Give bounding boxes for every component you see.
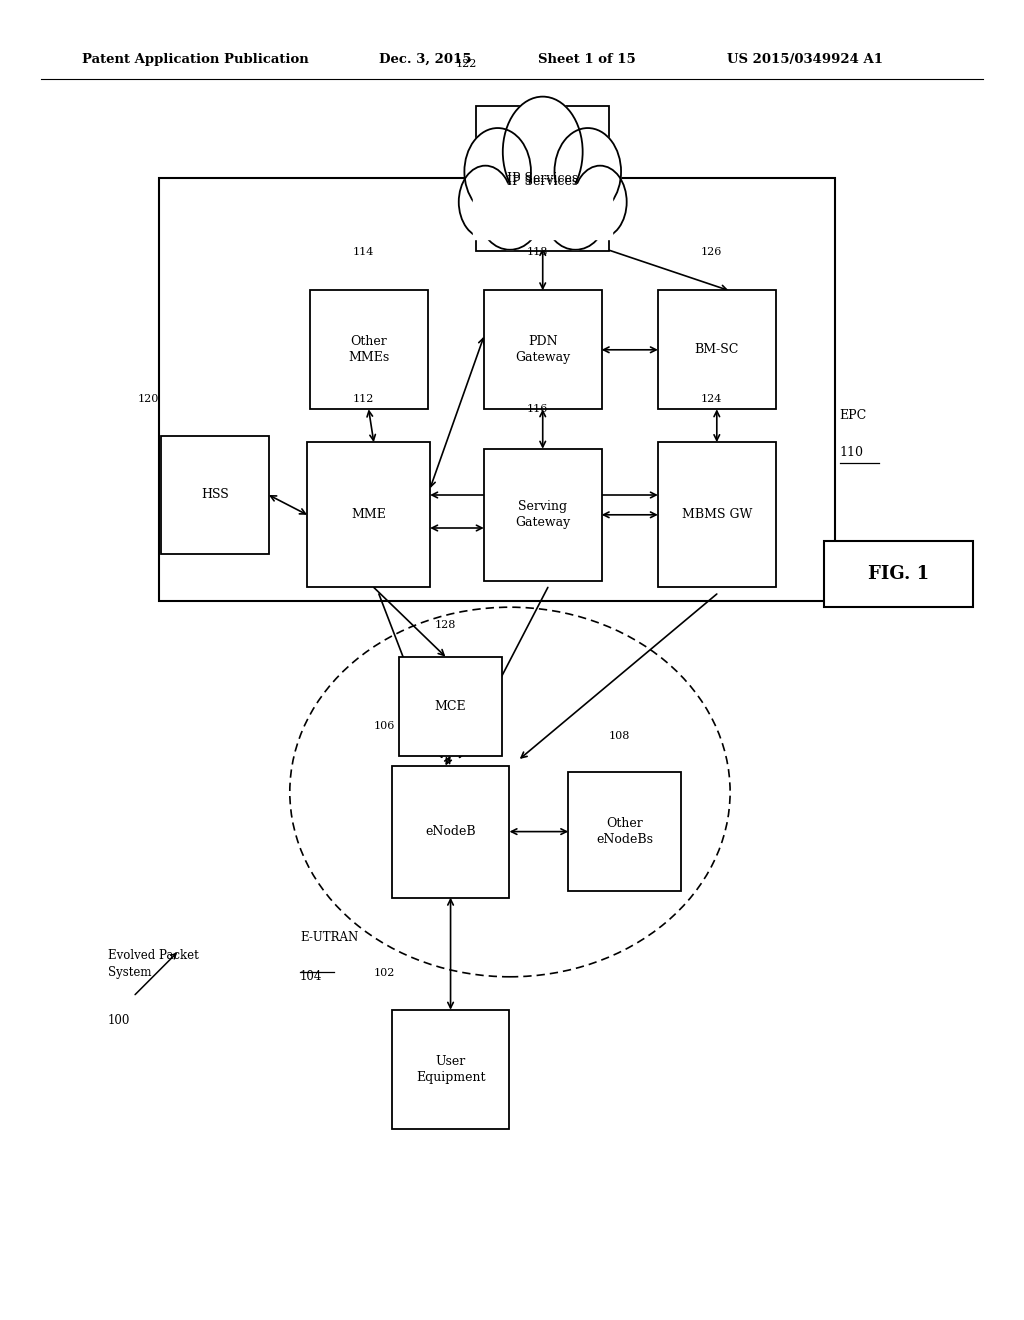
Text: MBMS GW: MBMS GW xyxy=(682,508,752,521)
Text: 110: 110 xyxy=(840,446,863,459)
FancyBboxPatch shape xyxy=(391,1010,510,1129)
FancyBboxPatch shape xyxy=(391,766,510,898)
Text: E-UTRAN: E-UTRAN xyxy=(300,931,358,944)
Text: 128: 128 xyxy=(435,620,456,630)
Ellipse shape xyxy=(480,186,540,249)
Text: PDN
Gateway: PDN Gateway xyxy=(515,335,570,364)
Text: Dec. 3, 2015: Dec. 3, 2015 xyxy=(379,53,471,66)
Ellipse shape xyxy=(290,607,730,977)
Ellipse shape xyxy=(465,128,531,215)
Text: HSS: HSS xyxy=(201,488,229,502)
FancyBboxPatch shape xyxy=(476,106,609,251)
Text: Other
MMEs: Other MMEs xyxy=(348,335,389,364)
FancyBboxPatch shape xyxy=(309,290,428,409)
FancyBboxPatch shape xyxy=(657,442,776,587)
Text: 126: 126 xyxy=(701,247,722,257)
Ellipse shape xyxy=(555,128,621,215)
Text: 122: 122 xyxy=(456,59,476,69)
Text: MCE: MCE xyxy=(435,700,466,713)
FancyBboxPatch shape xyxy=(824,541,973,607)
FancyBboxPatch shape xyxy=(484,290,602,409)
Text: Evolved Packet
System: Evolved Packet System xyxy=(108,949,199,978)
Text: User
Equipment: User Equipment xyxy=(416,1055,485,1084)
Text: IP Services: IP Services xyxy=(507,172,579,185)
Text: 116: 116 xyxy=(527,404,548,414)
Text: 114: 114 xyxy=(353,247,374,257)
Ellipse shape xyxy=(459,165,512,238)
FancyBboxPatch shape xyxy=(307,442,430,587)
Text: IP Services: IP Services xyxy=(507,174,579,187)
Text: 100: 100 xyxy=(108,1014,130,1027)
FancyBboxPatch shape xyxy=(399,656,502,755)
Text: Sheet 1 of 15: Sheet 1 of 15 xyxy=(538,53,635,66)
FancyBboxPatch shape xyxy=(484,449,602,581)
Text: EPC: EPC xyxy=(840,409,867,422)
Ellipse shape xyxy=(503,96,583,207)
Text: 108: 108 xyxy=(609,730,630,741)
Text: Serving
Gateway: Serving Gateway xyxy=(515,500,570,529)
Text: 104: 104 xyxy=(300,970,323,983)
Text: 102: 102 xyxy=(374,968,394,978)
FancyBboxPatch shape xyxy=(473,183,612,239)
Text: eNodeB: eNodeB xyxy=(425,825,476,838)
Text: 120: 120 xyxy=(138,393,159,404)
FancyBboxPatch shape xyxy=(162,436,268,554)
FancyBboxPatch shape xyxy=(159,178,835,601)
Ellipse shape xyxy=(573,165,627,238)
FancyBboxPatch shape xyxy=(657,290,776,409)
Text: MME: MME xyxy=(351,508,386,521)
Text: Other
eNodeBs: Other eNodeBs xyxy=(596,817,653,846)
Text: US 2015/0349924 A1: US 2015/0349924 A1 xyxy=(727,53,883,66)
Text: Patent Application Publication: Patent Application Publication xyxy=(82,53,308,66)
Text: 106: 106 xyxy=(374,721,394,731)
Text: 118: 118 xyxy=(527,247,548,257)
Text: BM-SC: BM-SC xyxy=(694,343,739,356)
Text: FIG. 1: FIG. 1 xyxy=(868,565,929,583)
Ellipse shape xyxy=(546,186,605,249)
Text: 124: 124 xyxy=(701,393,722,404)
FancyBboxPatch shape xyxy=(568,772,681,891)
Text: 112: 112 xyxy=(353,393,374,404)
